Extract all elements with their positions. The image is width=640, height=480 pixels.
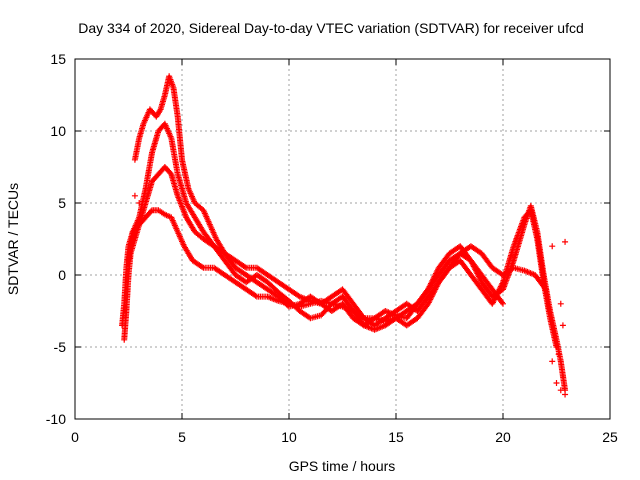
- chart-title: Day 334 of 2020, Sidereal Day-to-day VTE…: [78, 20, 584, 36]
- data-point: [562, 238, 569, 245]
- x-tick-label: 25: [602, 429, 618, 445]
- y-tick-label: 5: [58, 195, 66, 211]
- x-tick-label: 15: [388, 429, 404, 445]
- y-tick-label: 0: [58, 267, 66, 283]
- plot-frame: [74, 58, 611, 420]
- data-point: [500, 300, 506, 307]
- y-tick-label: -5: [54, 339, 67, 355]
- data-point: [559, 322, 566, 329]
- series-track-d: [125, 120, 560, 350]
- data-point: [549, 358, 556, 365]
- data-point: [557, 300, 564, 307]
- data-point: [555, 351, 562, 358]
- x-axis-label: GPS time / hours: [289, 458, 396, 474]
- grid-lines: [75, 59, 610, 419]
- x-tick-label: 5: [178, 429, 186, 445]
- y-axis-label: SDTVAR / TECUs: [5, 183, 21, 295]
- data-point: [499, 299, 506, 306]
- data-point: [147, 208, 154, 215]
- data-point: [562, 391, 569, 398]
- x-tick-label: 0: [71, 429, 79, 445]
- y-tick-label: 10: [50, 123, 66, 139]
- data-point: [136, 200, 143, 206]
- data-point: [557, 387, 564, 394]
- data-point: [199, 263, 206, 270]
- series-isolated-points: [131, 192, 569, 398]
- data-point: [553, 380, 560, 386]
- data-point: [553, 344, 560, 350]
- data-point: [241, 263, 248, 270]
- data-point: [131, 192, 138, 199]
- x-tick-label: 20: [495, 429, 511, 445]
- y-tick-label: 15: [50, 51, 66, 67]
- data-point: [252, 292, 259, 299]
- axis-ticks: 0 5 10 15 20 25 -10 -5 0 5 10 15: [46, 51, 618, 445]
- series-track-b: [121, 164, 549, 343]
- x-tick-label: 10: [281, 429, 297, 445]
- data-point: [549, 243, 556, 250]
- data-point: [559, 372, 566, 379]
- data-points: [119, 73, 569, 398]
- y-tick-label: -10: [46, 411, 66, 427]
